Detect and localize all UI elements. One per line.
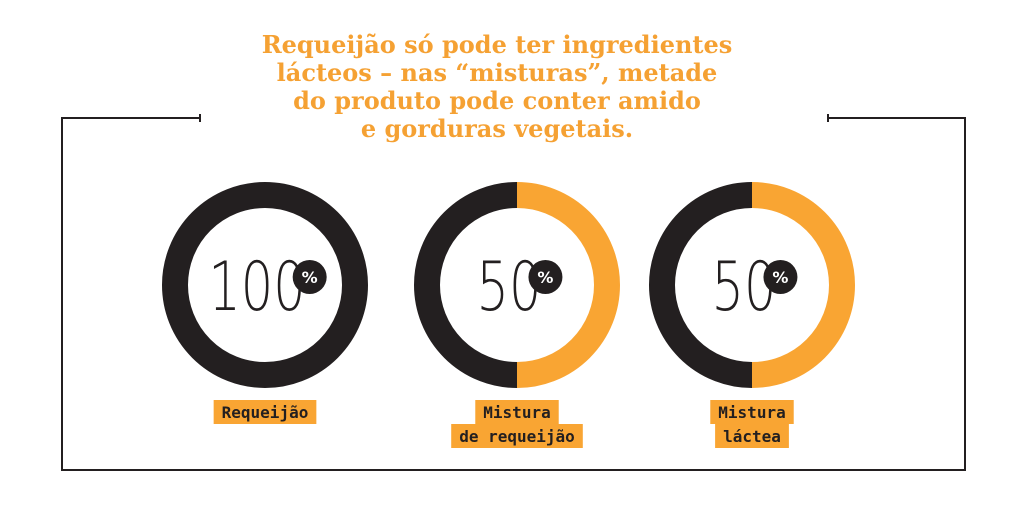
donut-slice [751,182,855,388]
donut-slice [516,182,620,388]
category-label: Requeijão [222,403,309,422]
label-box [710,400,794,424]
title-line: lácteos – nas “misturas”, metade [277,58,718,87]
title-line: e gorduras vegetais. [361,114,633,143]
center-value: 50 [712,248,777,327]
category-label: de requeijão [459,427,575,446]
label-box [213,400,317,424]
center-unit: % [537,268,553,287]
center-value: 100 [208,248,305,327]
center-unit: % [772,268,788,287]
unit-badge [292,260,327,294]
frame [61,117,966,471]
title-line: do produto pode conter amido [293,86,701,115]
title-line: Requeijão só pode ter ingredientes [262,30,733,59]
donut-slice [162,182,368,388]
unit-badge [763,260,798,294]
donut-slice [414,182,518,388]
center-unit: % [302,268,318,287]
category-label: láctea [723,427,781,446]
donut-slice [649,182,753,388]
category-label: Mistura [483,403,550,422]
label-box [475,400,559,424]
label-box [451,424,583,448]
label-box [715,424,789,448]
center-value: 50 [477,248,542,327]
category-label: Mistura [718,403,785,422]
unit-badge [528,260,563,294]
